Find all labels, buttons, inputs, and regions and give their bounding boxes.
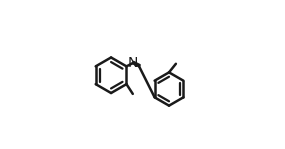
Text: N: N [128,56,138,70]
